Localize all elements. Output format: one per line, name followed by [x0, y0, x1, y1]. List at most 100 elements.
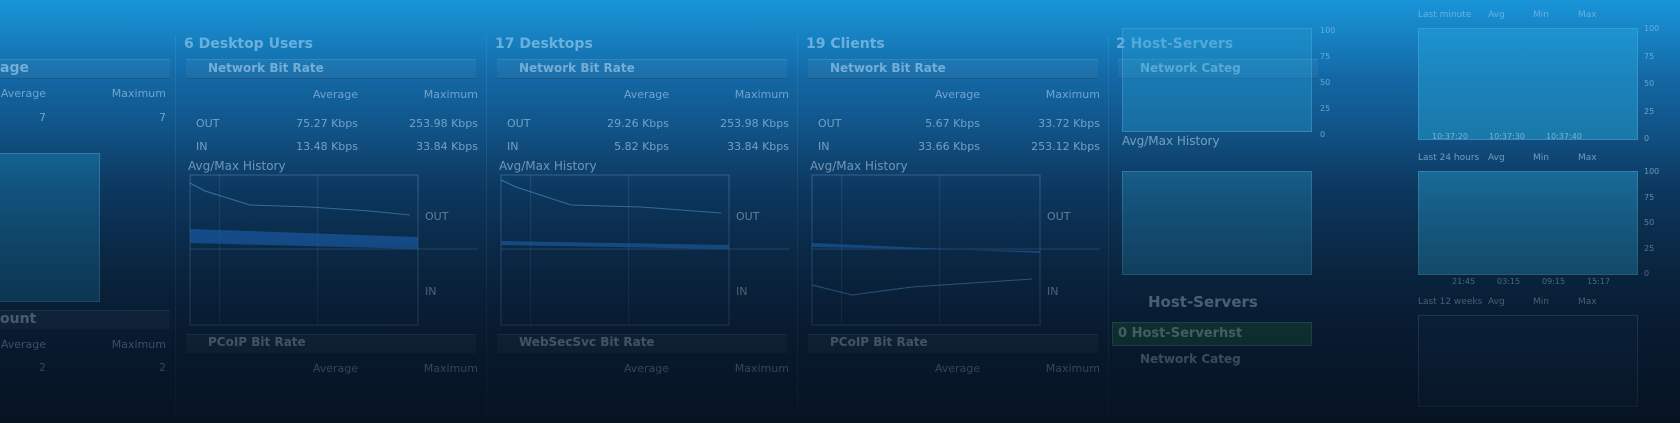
history-label: Avg/Max History: [499, 159, 597, 173]
stats-chart: [1418, 28, 1638, 140]
mini-chart-top: [1122, 28, 1312, 132]
period-label: Last minute: [1418, 10, 1472, 20]
axis-label: 100: [1320, 26, 1336, 35]
column-header: Maximum: [423, 88, 478, 101]
time-label: 10:37:30: [1489, 132, 1525, 141]
in-label: IN: [425, 285, 437, 298]
column-header: Maximum: [111, 87, 166, 100]
stat-label: Avg: [1488, 297, 1505, 307]
cell: 33.66 Kbps: [918, 140, 980, 153]
column-header: Average: [623, 88, 669, 101]
stat-label: Avg: [1488, 10, 1505, 20]
cell: 5.67 Kbps: [925, 117, 980, 130]
mini-chart: [1122, 171, 1312, 275]
history-label: Avg/Max History: [1122, 134, 1220, 148]
axis-label: 75: [1644, 192, 1655, 202]
stat-label: Max: [1578, 153, 1597, 163]
axis-label: 25: [1644, 243, 1655, 253]
section-title: PCoIP Bit Rate: [830, 335, 928, 349]
cell: 13.48 Kbps: [296, 140, 358, 153]
time-label: 21:45: [1452, 277, 1476, 286]
time-label: 10:37:40: [1546, 132, 1582, 141]
stat-label: Max: [1578, 297, 1597, 307]
out-line: [189, 182, 411, 216]
row-label: IN: [818, 140, 830, 153]
out-band: [501, 241, 729, 249]
column-header: Maximum: [423, 362, 478, 375]
axis-label: 0: [1644, 134, 1650, 143]
section-title: Network Bit Rate: [830, 61, 946, 75]
column-header: Average: [312, 362, 358, 375]
axis-label: 25: [1320, 104, 1331, 113]
stat-label: Max: [1578, 10, 1597, 20]
column-header: Maximum: [111, 338, 166, 351]
section-title: Network Categ: [1140, 352, 1241, 366]
cell: 7: [159, 111, 166, 124]
chart-frame: [811, 174, 1041, 326]
section-title: ount: [0, 311, 37, 327]
cell: 29.26 Kbps: [607, 117, 669, 130]
stat-label: Avg: [1488, 153, 1505, 163]
time-label: 03:15: [1497, 277, 1521, 286]
out-label: OUT: [736, 210, 760, 223]
time-label: 10:37:20: [1432, 132, 1468, 141]
stats-chart: [1418, 315, 1638, 407]
section-title: age: [0, 60, 29, 76]
time-label: 09:15: [1542, 277, 1566, 286]
stats-chart: [1418, 171, 1638, 275]
divider: [1108, 35, 1109, 415]
cell: 2: [39, 361, 46, 374]
out-band: [190, 229, 418, 249]
column-header: Maximum: [734, 362, 789, 375]
out-line: [500, 179, 722, 214]
column-header: Average: [0, 87, 46, 100]
cell: 75.27 Kbps: [296, 117, 358, 130]
axis-label: 50: [1644, 79, 1655, 88]
column-header: Maximum: [1045, 88, 1100, 101]
axis-label: 75: [1644, 51, 1655, 61]
cell: 2: [159, 361, 166, 374]
cell: 5.82 Kbps: [614, 140, 669, 153]
row-label: IN: [507, 140, 519, 153]
cell: 33.84 Kbps: [416, 140, 478, 153]
panel-title: 6 Desktop Users: [184, 36, 314, 52]
section-title: WebSecSvc Bit Rate: [519, 335, 655, 349]
column-header: Average: [934, 362, 980, 375]
row-label: OUT: [507, 117, 531, 130]
period-label: Last 12 weeks: [1418, 297, 1483, 307]
section-title: PCoIP Bit Rate: [208, 335, 306, 349]
section-title: Network Bit Rate: [519, 61, 635, 75]
chart-frame: [189, 174, 419, 326]
column-header: Average: [312, 88, 358, 101]
history-label: Avg/Max History: [810, 159, 908, 173]
cell: 253.12 Kbps: [1031, 140, 1100, 153]
in-label: IN: [736, 285, 748, 298]
in-label: IN: [1047, 285, 1059, 298]
divider: [486, 35, 487, 415]
stat-label: Min: [1533, 153, 1549, 163]
column-header: Average: [0, 338, 46, 351]
axis-label: 50: [1320, 78, 1331, 87]
panel-title: 19 Clients: [806, 36, 885, 52]
cell: 33.84 Kbps: [727, 140, 789, 153]
axis-label: 0: [1644, 269, 1650, 278]
out-label: OUT: [425, 210, 449, 223]
out-band: [812, 243, 1040, 253]
cell: 253.98 Kbps: [720, 117, 789, 130]
column-header: Maximum: [1045, 362, 1100, 375]
axis-label: 25: [1644, 106, 1655, 116]
group-title: Host-Servers: [1148, 293, 1258, 311]
axis-label: 50: [1644, 218, 1655, 227]
column-header: Average: [623, 362, 669, 375]
column-header: Maximum: [734, 88, 789, 101]
sub-title: 0 Host-Serverhst: [1118, 326, 1243, 341]
time-label: 15:17: [1587, 277, 1611, 286]
out-line: [811, 278, 1033, 296]
divider: [797, 35, 798, 415]
column-header: Average: [934, 88, 980, 101]
axis-label: 100: [1644, 167, 1660, 176]
row-label: OUT: [196, 117, 220, 130]
period-label: Last 24 hours: [1418, 153, 1480, 163]
section-title: Network Bit Rate: [208, 61, 324, 75]
cell: 253.98 Kbps: [409, 117, 478, 130]
